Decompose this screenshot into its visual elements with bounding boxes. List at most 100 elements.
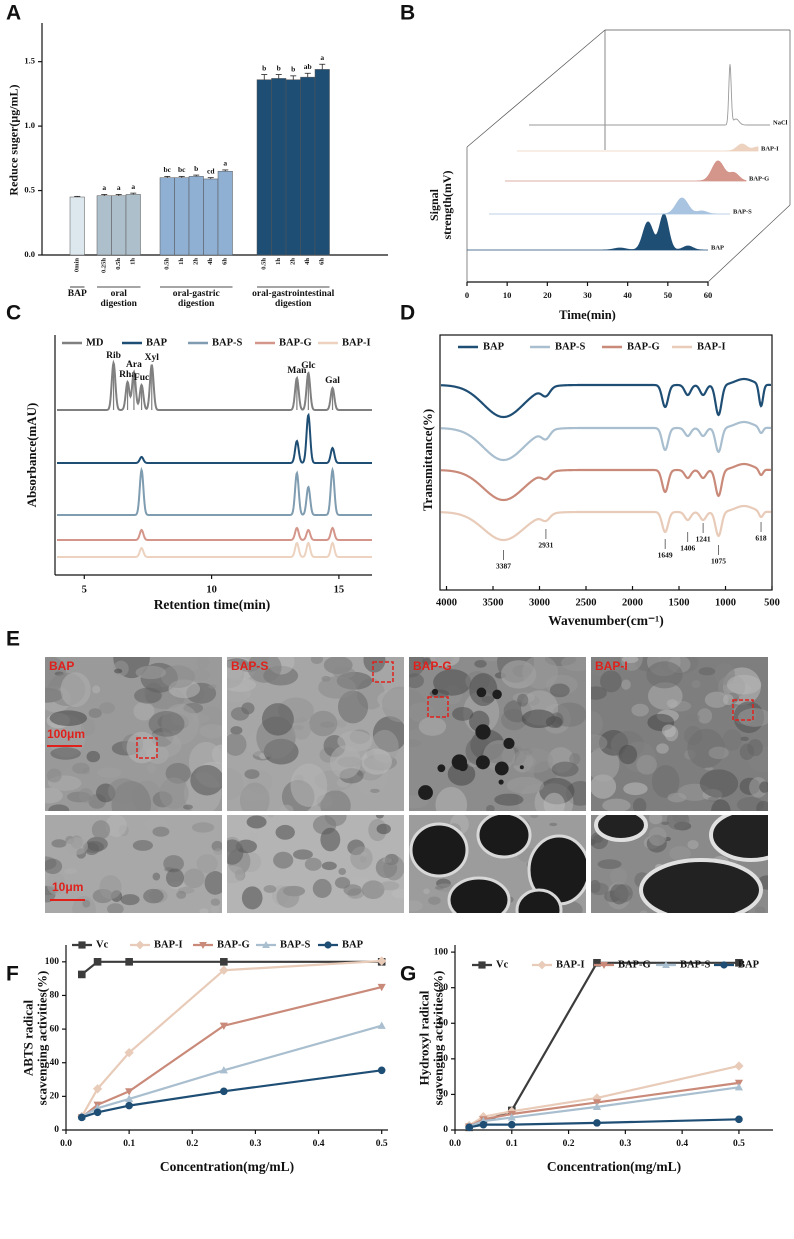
texture [50,747,81,760]
texture [726,674,762,695]
texture [545,716,563,728]
texture [336,719,347,728]
texture [199,724,222,739]
texture [699,769,739,798]
panel-label: B [400,2,415,25]
bar [300,76,316,256]
texture [227,660,245,689]
texture [621,657,639,664]
marker [593,1119,601,1127]
zoom-box [136,737,158,759]
texture [361,880,385,900]
texture [190,668,210,681]
texture [666,699,678,708]
texture [543,792,565,811]
x-tick-label: 1000 [715,597,736,608]
x-tick-label: 4000 [436,597,457,608]
legend-label: BAP-I [556,959,585,970]
x-tick-label: 0.1 [506,1139,518,1149]
marker [592,1102,602,1110]
peak-label: Ara [126,360,142,370]
category-label: 0.25h [101,258,108,273]
marker [78,941,86,949]
texture [304,857,322,871]
y-tick-label: 0.0 [24,249,35,259]
band-label: 1241 [696,535,711,544]
marker [734,1083,744,1091]
x-tick-label: 0.3 [249,1139,261,1149]
marker [507,1120,516,1129]
trace-label: BAP-S [733,208,752,215]
texture [591,747,620,782]
significance-letter: ab [304,62,312,71]
trace-label: BAP-G [749,175,769,182]
y-tick-label: 1.5 [24,56,35,66]
texture [613,888,631,899]
texture [45,787,63,804]
texture [646,661,683,689]
texture [722,694,734,706]
texture [711,799,731,811]
marker [377,1021,386,1029]
texture [360,851,368,857]
texture [685,713,701,722]
texture [91,820,111,840]
x-tick-label: 60 [704,290,713,300]
legend-label: BAP [483,341,505,352]
texture [191,822,215,833]
trace [57,526,372,541]
texture [48,804,70,811]
y-axis-label: Reduce suger(μg/mL) [6,84,21,196]
band-label: 1649 [658,551,673,560]
texture [199,706,222,730]
texture [591,882,609,896]
texture [569,753,581,765]
texture [632,797,647,811]
significance-letter: a [223,159,227,168]
x-tick-label: 3500 [483,597,504,608]
texture [591,711,604,737]
micrograph [45,657,222,811]
panel-label: C [6,302,21,325]
texture [623,782,648,796]
texture [391,889,404,899]
texture [516,748,554,774]
pore [519,765,524,770]
texture [375,815,384,819]
pore [494,761,509,776]
texture [350,846,373,870]
marker [479,1120,488,1129]
group-label: oral digestion [100,289,137,310]
pore [451,754,468,770]
marker [219,1022,228,1030]
category-label: 2h [193,258,200,265]
peak-label: Rha [119,370,136,380]
panel-label: G [400,963,416,986]
y-tick-label: 100 [45,957,60,967]
y-axis-label: ABTS radical scavenging activities(%) [20,970,50,1105]
panel-label: A [6,2,21,25]
texture [227,865,245,884]
texture [80,718,96,736]
marker [77,970,86,979]
texture [108,778,139,805]
texture [549,822,558,827]
texture [759,781,768,793]
significance-letter: cd [207,166,215,175]
texture [135,665,167,680]
marker [219,1066,228,1074]
texture [561,657,586,672]
significance-letter: b [277,63,281,72]
texture [241,886,263,910]
texture [433,669,472,696]
y-tick-label: 60 [50,1024,60,1034]
texture [667,792,687,803]
marker [219,965,229,975]
texture [45,858,63,874]
x-tick-label: 0.0 [60,1139,72,1149]
marker [465,1123,473,1132]
legend-label: BAP-I [342,337,371,348]
trace [440,462,772,502]
x-tick-label: 5 [82,584,87,595]
